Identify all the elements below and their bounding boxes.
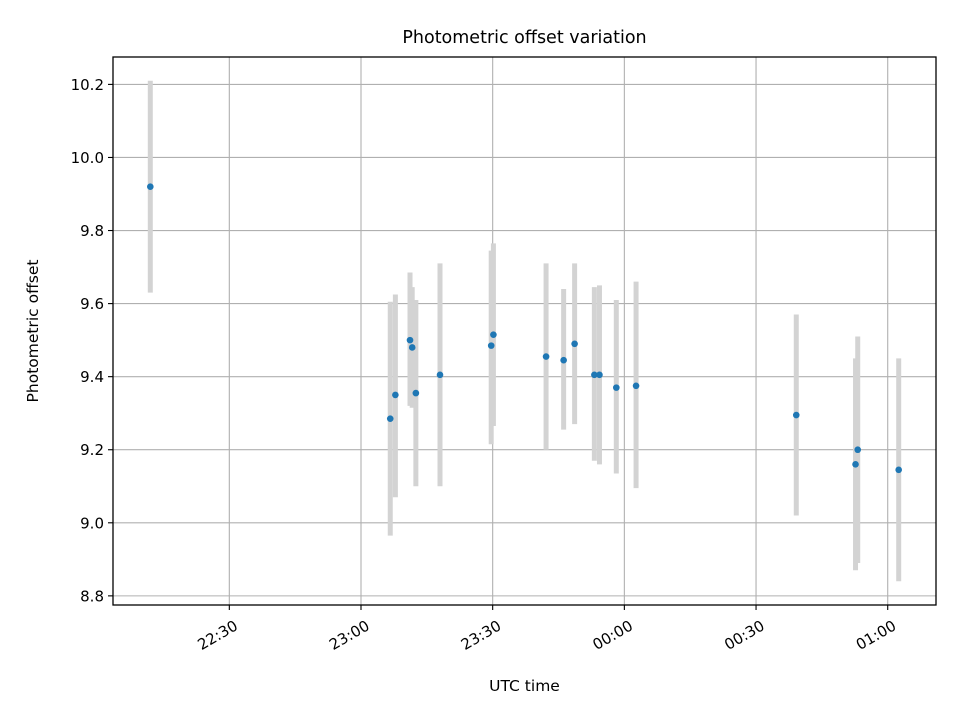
data-point xyxy=(632,382,640,390)
data-point xyxy=(854,446,862,454)
y-axis-ticks: 8.8 9.0 9.2 9.4 9.6 9.8 10.0 10.2 xyxy=(71,76,113,605)
data-point xyxy=(392,391,399,399)
data-point xyxy=(436,371,444,379)
y-tick-label: 9.6 xyxy=(80,295,104,313)
data-point xyxy=(895,466,902,474)
data-point xyxy=(412,389,420,397)
data-point xyxy=(613,384,620,391)
data-point xyxy=(792,411,800,419)
y-tick-label: 8.8 xyxy=(80,587,104,605)
data-points xyxy=(147,183,902,474)
data-point xyxy=(408,344,416,351)
data-point xyxy=(147,183,154,190)
data-point xyxy=(560,356,567,364)
data-point xyxy=(542,353,550,360)
data-point xyxy=(386,415,394,422)
y-tick-label: 9.4 xyxy=(80,368,104,386)
data-point xyxy=(571,340,578,348)
chart-title: Photometric offset variation xyxy=(402,28,646,48)
y-tick-label: 10.0 xyxy=(71,149,104,167)
data-point xyxy=(596,371,603,379)
data-point xyxy=(487,342,495,349)
plot-frame xyxy=(112,56,937,606)
y-tick-label: 9.2 xyxy=(80,441,104,459)
x-axis-label: UTC time xyxy=(489,677,560,695)
y-tick-label: 9.0 xyxy=(80,514,104,532)
data-point xyxy=(591,371,598,379)
data-point xyxy=(490,331,497,338)
data-point xyxy=(852,461,859,468)
y-tick-label: 9.8 xyxy=(80,222,104,240)
y-tick-label: 10.2 xyxy=(71,76,104,94)
grid-lines xyxy=(113,57,936,605)
data-point xyxy=(406,336,414,344)
y-axis-label: Photometric offset xyxy=(24,260,42,403)
